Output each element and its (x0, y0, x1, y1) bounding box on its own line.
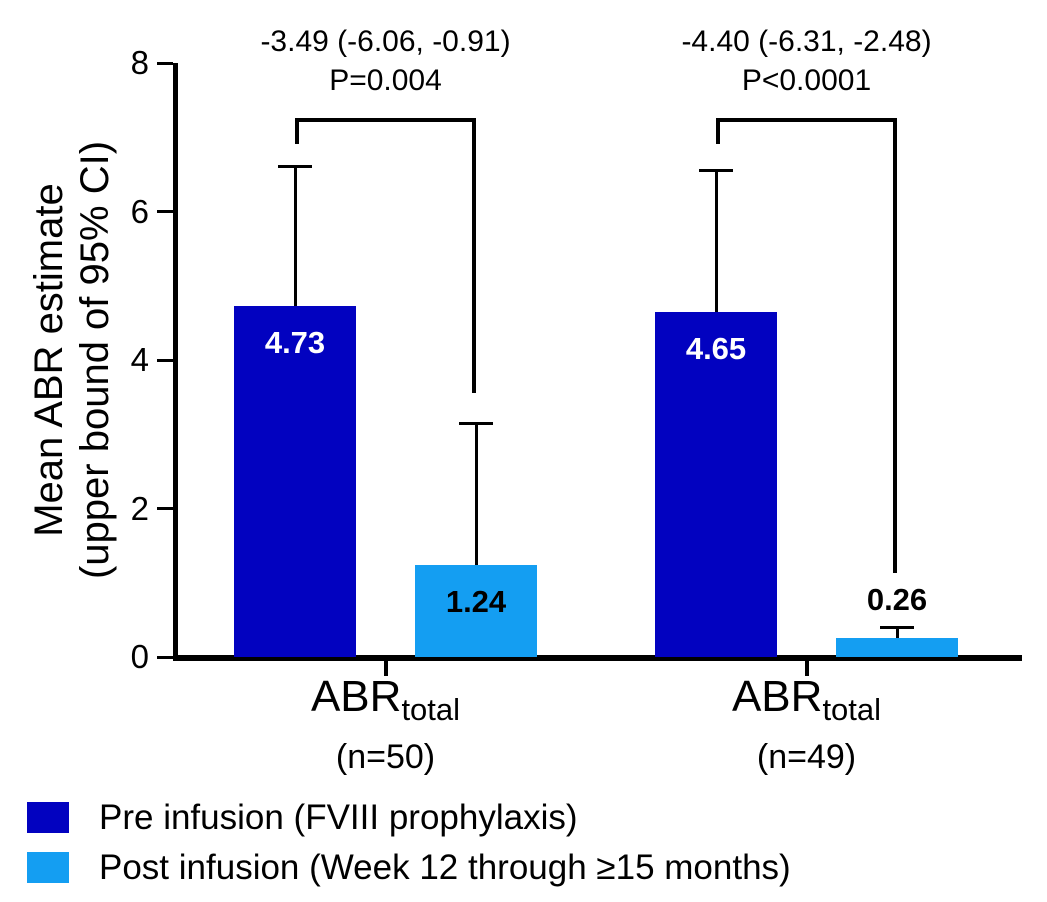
error-bar-cap (278, 165, 312, 169)
x-axis-line (173, 655, 1022, 661)
legend-swatch-pre-infusion (27, 801, 69, 833)
y-axis-tick (157, 358, 173, 362)
comparison-bracket-left-leg (716, 118, 720, 144)
x-group-label-n: (n=49) (756, 738, 857, 776)
difference-estimate-text: -3.49 (-6.06, -0.91) (260, 25, 511, 58)
comparison-annotation: -4.40 (-6.31, -2.48) P<0.0001 (681, 22, 931, 100)
bar-value-label: 0.26 (866, 582, 928, 618)
x-group-label: ABRtotal (n=50) (311, 672, 460, 777)
bar-post-infusion-group2 (836, 637, 958, 657)
legend-label: Post infusion (Week 12 through ≥15 month… (99, 847, 791, 887)
error-bar-cap (880, 625, 914, 629)
error-bar-stem (474, 423, 478, 565)
comparison-annotation: -3.49 (-6.06, -0.91) P=0.004 (260, 22, 510, 100)
y-axis-tick (157, 61, 173, 65)
p-value-text: P<0.0001 (741, 64, 872, 97)
legend-row: Post infusion (Week 12 through ≥15 month… (27, 847, 791, 887)
x-label-abr: ABR (731, 672, 823, 721)
x-label-subscript: total (401, 692, 461, 727)
y-axis-title-line1: Mean ABR estimate (27, 183, 71, 537)
y-tick-label: 0 (130, 638, 149, 675)
bar-value-label: 4.73 (264, 324, 326, 360)
x-group-label-main: ABRtotal (732, 672, 881, 735)
bar-post-infusion-group1 (415, 564, 537, 657)
x-label-abr: ABR (310, 672, 402, 721)
bar-value-label: 1.24 (445, 583, 507, 619)
x-label-subscript: total (822, 692, 882, 727)
comparison-bracket-top (716, 118, 897, 122)
y-axis-tick (157, 210, 173, 213)
x-group-label: ABRtotal (n=49) (732, 672, 881, 777)
bar-value-label: 4.65 (685, 330, 747, 366)
y-tick-label: 6 (130, 192, 149, 230)
error-bar-stem (293, 166, 297, 306)
error-bar-cap (699, 169, 733, 173)
legend-label: Pre infusion (FVIII prophylaxis) (99, 797, 578, 837)
x-group-label-main: ABRtotal (311, 672, 460, 735)
x-axis-tick (383, 661, 388, 676)
y-axis-tick (157, 507, 173, 510)
comparison-bracket-right-leg (893, 118, 897, 574)
y-axis-tick (157, 655, 173, 659)
x-group-label-n: (n=50) (335, 738, 436, 776)
difference-estimate-text: -4.40 (-6.31, -2.48) (681, 25, 932, 58)
comparison-bracket-left-leg (295, 118, 299, 144)
bar-pre-infusion-group2 (655, 311, 777, 657)
y-tick-label: 8 (130, 44, 149, 81)
comparison-bracket-top (295, 118, 476, 122)
comparison-bracket-right-leg (472, 118, 476, 394)
error-bar-stem (714, 170, 718, 312)
y-tick-label: 2 (130, 489, 149, 527)
plot-area: 0 2 4 6 8 4.73 1.24 4.65 0.26 (131, 44, 1022, 676)
y-tick-label: 4 (130, 341, 149, 378)
legend-swatch-post-infusion (27, 851, 69, 883)
error-bar-cap (459, 421, 493, 425)
p-value-text: P=0.004 (329, 64, 442, 97)
error-bar-stem (895, 627, 899, 638)
y-axis-line (173, 63, 178, 661)
bar-pre-infusion-group1 (234, 305, 356, 657)
legend-row: Pre infusion (FVIII prophylaxis) (27, 797, 578, 837)
x-axis-tick (804, 661, 809, 676)
